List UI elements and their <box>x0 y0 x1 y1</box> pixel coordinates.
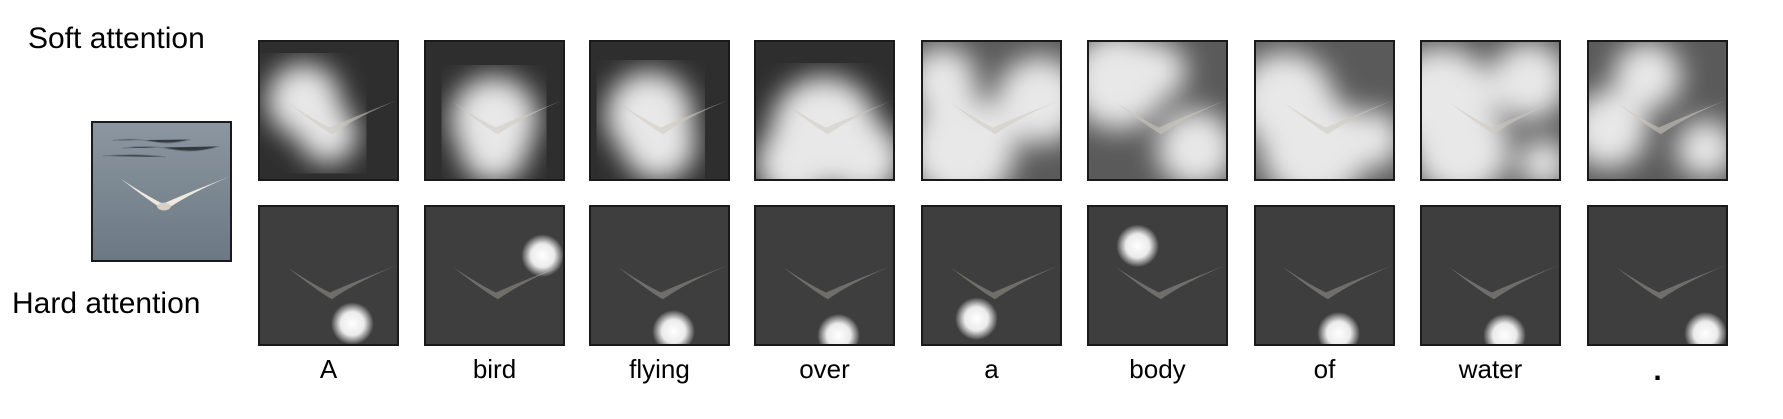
hard-attention-map <box>1254 205 1395 346</box>
caption-word: . <box>1653 354 1662 387</box>
hard-attention-label: Hard attention <box>12 287 201 320</box>
soft-attention-map <box>1254 40 1395 181</box>
seagull-photo <box>93 123 230 260</box>
soft-attention-map <box>424 40 565 181</box>
caption-word: bird <box>472 354 517 384</box>
soft-attention-map <box>754 40 895 181</box>
hard-attention-map <box>424 205 565 346</box>
soft-attention-map <box>258 40 399 181</box>
caption-word: water <box>1458 354 1523 384</box>
soft-attention-label: Soft attention <box>28 22 205 55</box>
soft-attention-map <box>589 40 730 181</box>
caption-word: of <box>1313 354 1336 384</box>
caption-word: body <box>1129 354 1186 384</box>
caption-word: a <box>984 354 999 384</box>
caption-word: flying <box>629 354 690 384</box>
soft-attention-map <box>1420 40 1561 181</box>
soft-attention-map <box>1087 40 1228 181</box>
hard-attention-map <box>921 205 1062 346</box>
soft-attention-map <box>1587 40 1728 181</box>
original-image <box>91 121 232 262</box>
caption-word: A <box>319 354 338 384</box>
hard-attention-map <box>1587 205 1728 346</box>
hard-attention-map <box>258 205 399 346</box>
soft-attention-map <box>921 40 1062 181</box>
hard-attention-map <box>1087 205 1228 346</box>
hard-attention-map <box>754 205 895 346</box>
hard-attention-map <box>589 205 730 346</box>
caption-word: over <box>799 354 850 384</box>
hard-attention-map <box>1420 205 1561 346</box>
